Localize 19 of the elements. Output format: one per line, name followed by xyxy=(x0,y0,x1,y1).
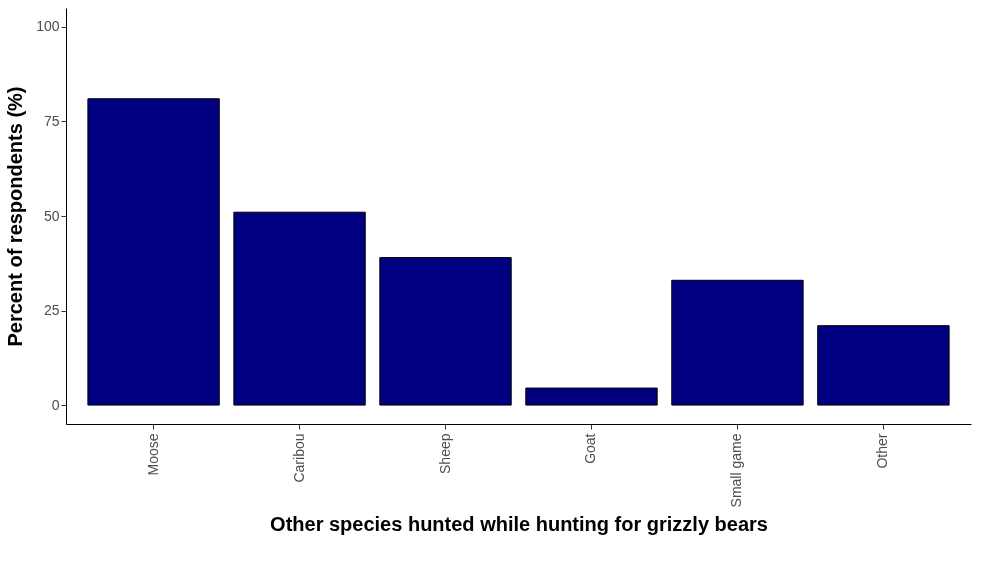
bar xyxy=(817,325,950,406)
y-tick-label: 25 xyxy=(43,302,60,319)
bar xyxy=(379,257,512,406)
x-tick-label: Sheep xyxy=(436,433,453,474)
x-tick-label: Moose xyxy=(144,433,161,476)
y-tick-label: 100 xyxy=(36,18,60,35)
bar xyxy=(525,387,658,406)
x-axis-title: Other species hunted while hunting for grizzly bears xyxy=(270,513,768,536)
y-tick-label: 0 xyxy=(51,396,60,413)
x-tick-label: Goat xyxy=(582,433,599,464)
bar xyxy=(671,279,804,406)
bar xyxy=(87,98,220,406)
x-tick-label: Other xyxy=(874,433,891,469)
y-axis-title: Percent of respondents (%) xyxy=(4,86,27,347)
bar xyxy=(233,211,366,406)
y-tick-label: 75 xyxy=(43,112,60,129)
y-tick-label: 50 xyxy=(43,207,60,224)
x-tick-label: Small game xyxy=(728,433,745,508)
x-tick-label: Caribou xyxy=(290,433,307,483)
